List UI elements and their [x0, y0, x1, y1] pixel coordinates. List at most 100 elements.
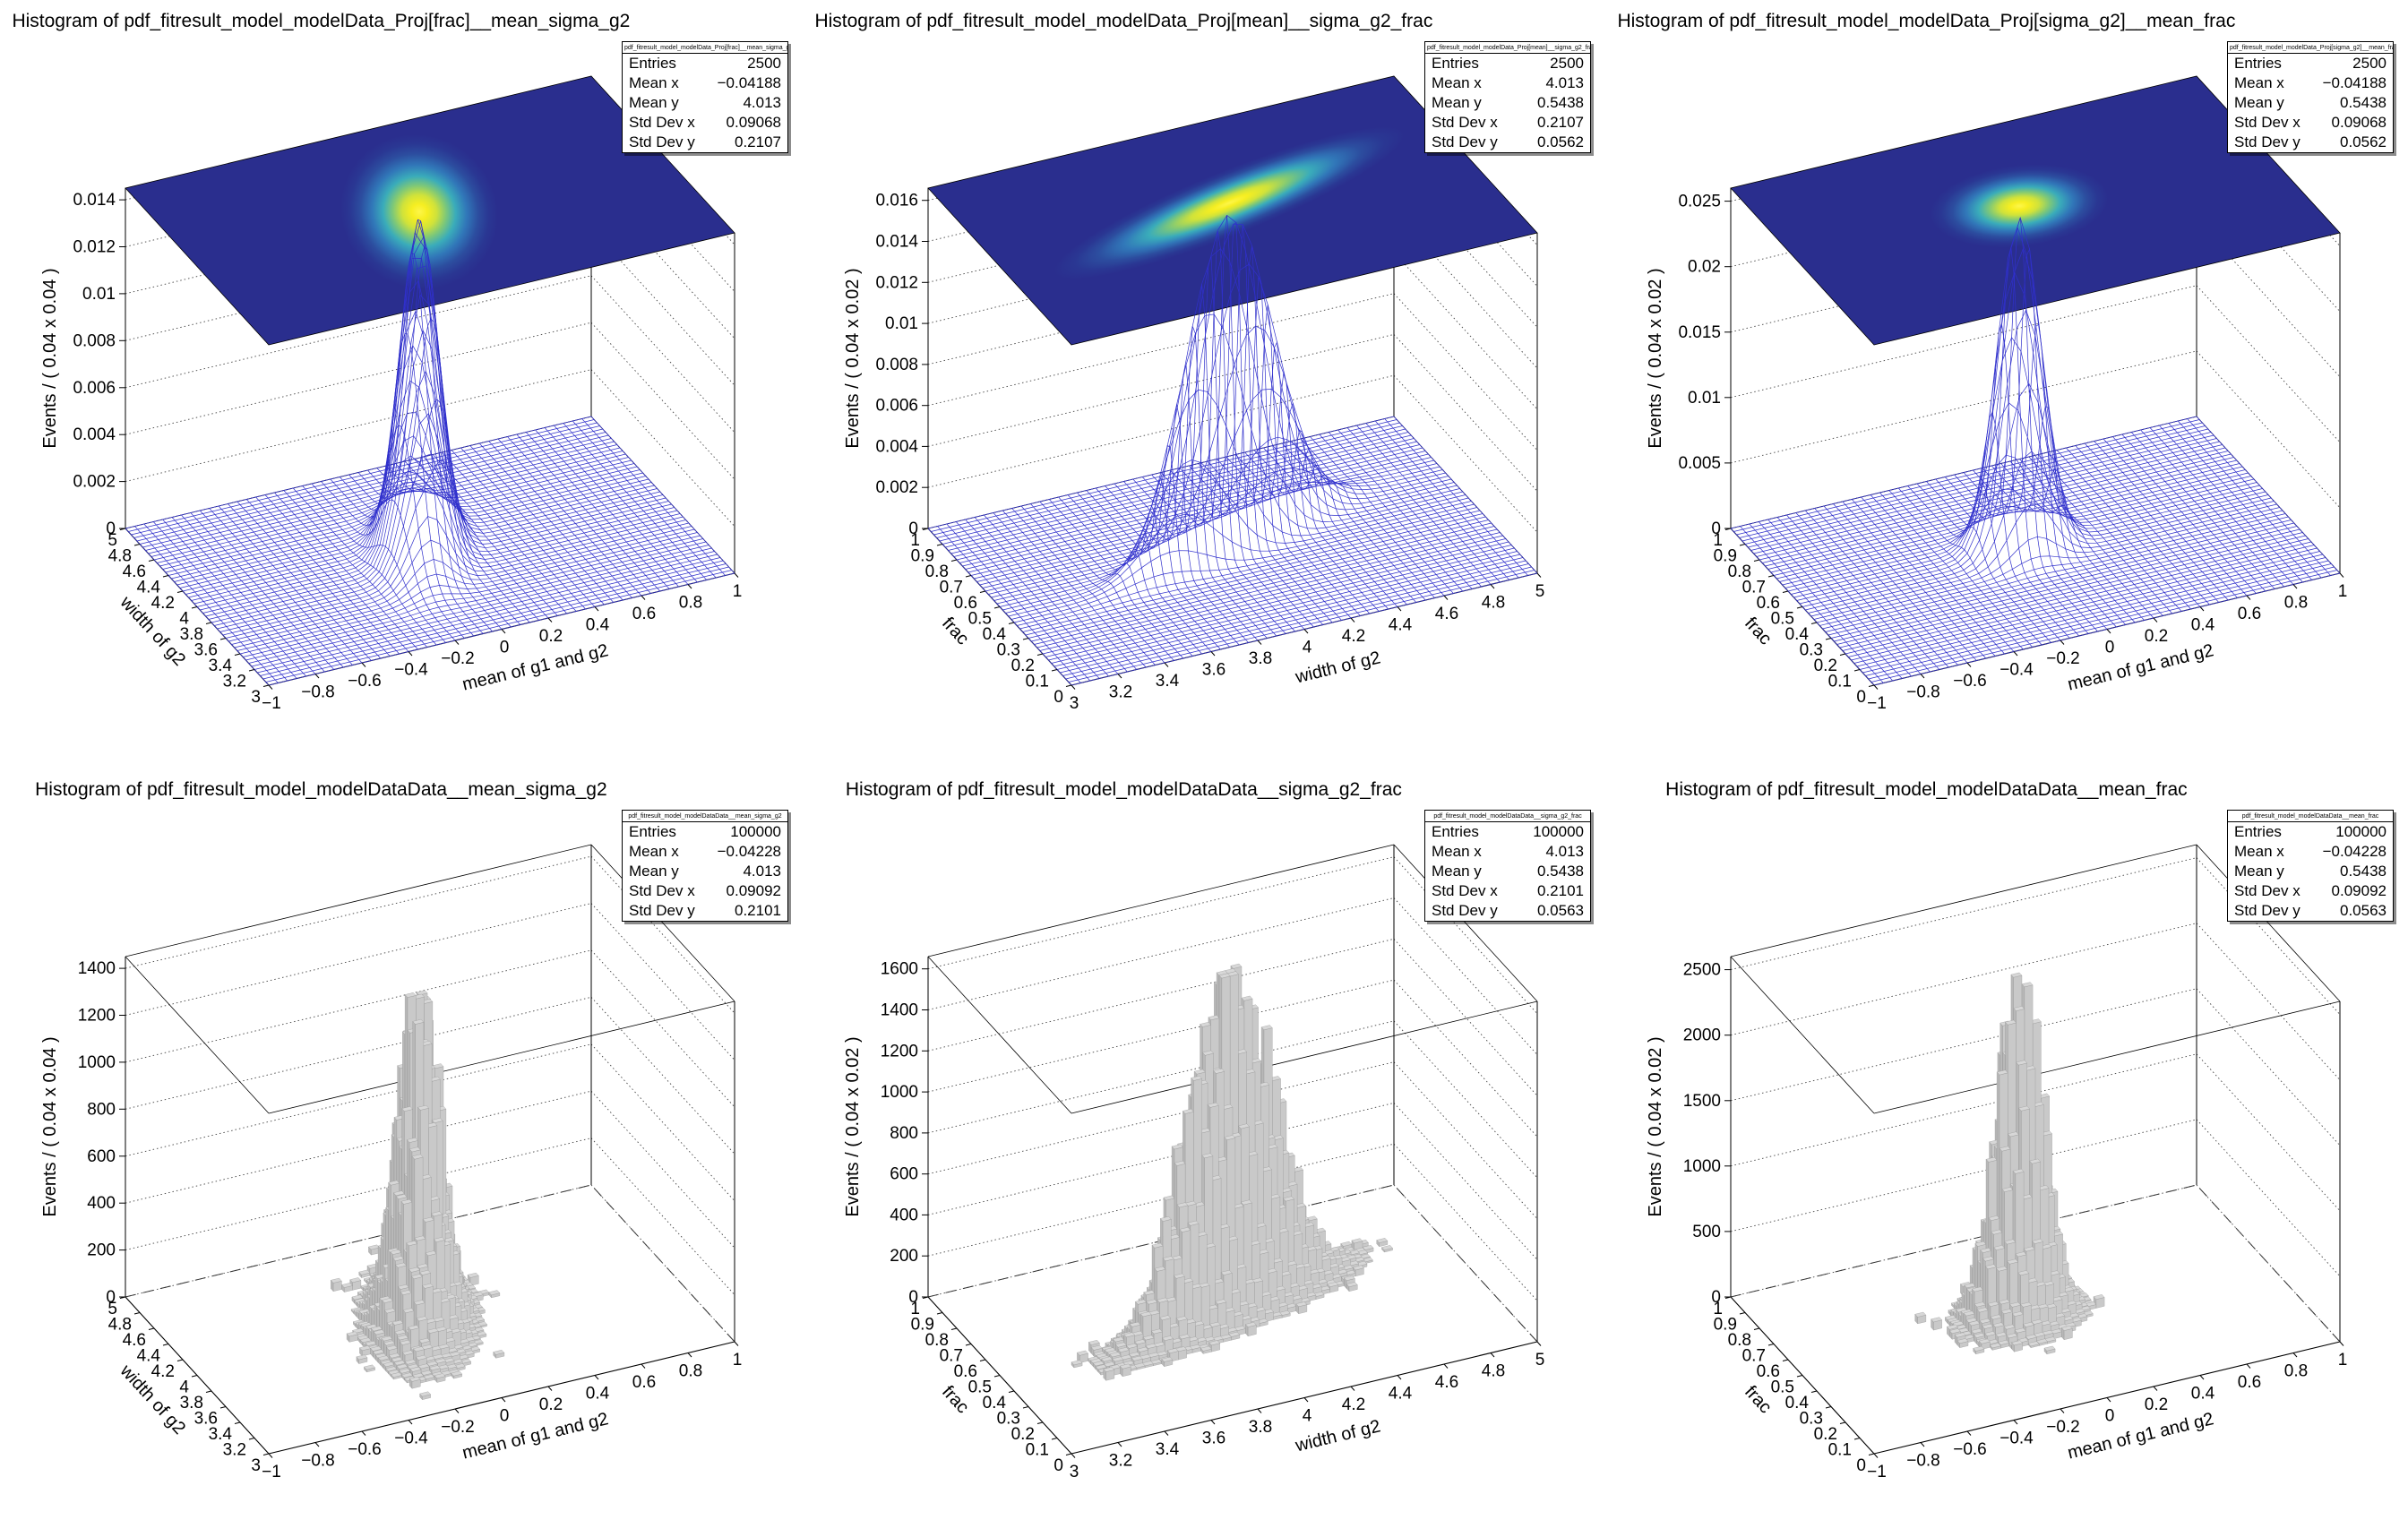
svg-text:3.2: 3.2 — [1109, 683, 1132, 702]
svg-text:0.4: 0.4 — [2191, 1385, 2215, 1404]
svg-text:0.008: 0.008 — [875, 356, 918, 374]
svg-text:1200: 1200 — [881, 1042, 918, 1060]
stat-label: Std Dev y — [1432, 902, 1498, 919]
stats-box: pdf_fitresult_model_modelDataData__mean_… — [622, 810, 788, 922]
svg-text:0.5: 0.5 — [968, 610, 992, 629]
svg-text:4: 4 — [1303, 639, 1312, 657]
stats-row: Entries 100000 — [1425, 822, 1590, 842]
stat-value: −0.04188 — [2322, 74, 2386, 91]
stats-row: Mean y 0.5438 — [2228, 862, 2393, 881]
stats-row: Entries 2500 — [1425, 54, 1590, 73]
stats-histogram-name: pdf_fitresult_model_modelDataData__mean_… — [623, 811, 787, 822]
svg-text:2000: 2000 — [1683, 1026, 1721, 1045]
plot-panel-1: Histogram of pdf_fitresult_model_modelDa… — [803, 0, 1605, 768]
surface-plot-3d: 3 3.2 3.4 3.6 3.8 4 4.2 4.4 4.6 4.8 5 0 0.10.20.30.4… — [843, 75, 1545, 713]
svg-text:0.012: 0.012 — [875, 273, 918, 292]
svg-text:1400: 1400 — [881, 1001, 918, 1020]
svg-text:−0.2: −0.2 — [2046, 649, 2080, 668]
svg-text:400: 400 — [87, 1194, 116, 1213]
stat-value: −0.04228 — [2322, 843, 2386, 860]
stat-label: Entries — [629, 55, 676, 72]
svg-text:−0.6: −0.6 — [1953, 672, 1987, 691]
stats-box: pdf_fitresult_model_modelDataData__sigma… — [1424, 810, 1591, 922]
svg-text:3: 3 — [1070, 1463, 1079, 1481]
svg-text:Events / ( 0.04 x 0.02 ): Events / ( 0.04 x 0.02 ) — [843, 268, 863, 448]
svg-text:0: 0 — [106, 1288, 116, 1307]
svg-text:4.6: 4.6 — [1435, 605, 1458, 623]
stat-label: Entries — [1432, 55, 1479, 72]
svg-text:3.4: 3.4 — [209, 657, 233, 675]
svg-text:500: 500 — [1692, 1223, 1721, 1241]
svg-text:0.8: 0.8 — [925, 1331, 949, 1350]
svg-text:0.002: 0.002 — [875, 478, 918, 497]
svg-text:−0.6: −0.6 — [1953, 1440, 1987, 1459]
svg-text:−0.6: −0.6 — [348, 672, 382, 691]
stats-histogram-name: pdf_fitresult_model_modelDataData__sigma… — [1425, 811, 1590, 822]
svg-text:1000: 1000 — [1683, 1157, 1721, 1176]
svg-text:0.7: 0.7 — [1742, 1347, 1766, 1366]
svg-text:3: 3 — [251, 1456, 261, 1475]
heatmap-plane — [125, 76, 735, 345]
svg-text:3.4: 3.4 — [209, 1425, 233, 1444]
svg-text:−0.4: −0.4 — [2000, 661, 2034, 680]
stats-row: Std Dev y 0.0563 — [1425, 901, 1590, 921]
svg-text:0.4: 0.4 — [1785, 625, 1810, 644]
svg-text:3.2: 3.2 — [223, 1441, 246, 1460]
stat-label: Mean x — [1432, 843, 1482, 860]
stat-value: 0.09092 — [726, 882, 781, 899]
svg-text:0.2: 0.2 — [2145, 627, 2168, 646]
svg-text:4: 4 — [1303, 1407, 1312, 1426]
stats-row: Entries 100000 — [623, 822, 787, 842]
svg-text:0.6: 0.6 — [632, 605, 656, 623]
svg-text:0.8: 0.8 — [1728, 562, 1751, 581]
stats-row: Entries 2500 — [623, 54, 787, 73]
svg-text:3.2: 3.2 — [1109, 1452, 1132, 1471]
lego-bars — [1071, 963, 1393, 1381]
svg-text:0.02: 0.02 — [1688, 258, 1721, 277]
svg-text:0.005: 0.005 — [1678, 454, 1721, 473]
svg-text:3.8: 3.8 — [1249, 649, 1272, 668]
stat-label: Entries — [2234, 55, 2282, 72]
svg-text:3: 3 — [1070, 694, 1079, 713]
stat-value: 0.0563 — [2340, 902, 2386, 919]
stats-row: Mean y 0.5438 — [1425, 93, 1590, 113]
stats-box: pdf_fitresult_model_modelData_Proj[sigma… — [2227, 41, 2394, 153]
svg-text:0.025: 0.025 — [1678, 193, 1721, 211]
plot-title: Histogram of pdf_fitresult_model_modelDa… — [35, 779, 607, 800]
stat-label: Std Dev y — [629, 133, 695, 150]
stats-row: Std Dev x 0.2101 — [1425, 881, 1590, 901]
svg-text:1200: 1200 — [78, 1007, 116, 1026]
stat-label: Mean y — [2234, 94, 2284, 111]
svg-text:−1: −1 — [262, 1463, 281, 1481]
svg-text:3.4: 3.4 — [1156, 1440, 1180, 1459]
svg-text:0.2: 0.2 — [1011, 657, 1035, 675]
stats-row: Std Dev x 0.09092 — [623, 881, 787, 901]
stat-value: 4.013 — [1545, 74, 1584, 91]
svg-text:0.2: 0.2 — [1814, 657, 1837, 675]
svg-text:−0.8: −0.8 — [1906, 1452, 1940, 1471]
plot-panel-4: Histogram of pdf_fitresult_model_modelDa… — [803, 768, 1605, 1537]
plot-panel-2: Histogram of pdf_fitresult_model_modelDa… — [1605, 0, 2408, 768]
svg-text:3.8: 3.8 — [1249, 1418, 1272, 1437]
stat-value: 0.5438 — [2340, 94, 2386, 111]
svg-text:−1: −1 — [1867, 694, 1887, 713]
svg-text:0: 0 — [1856, 688, 1866, 707]
svg-text:0.6: 0.6 — [632, 1373, 656, 1392]
stat-label: Mean y — [1432, 863, 1482, 880]
svg-text:1: 1 — [910, 531, 920, 550]
svg-text:1: 1 — [2338, 1351, 2348, 1370]
svg-text:0.3: 0.3 — [997, 641, 1020, 660]
svg-text:−0.4: −0.4 — [2000, 1430, 2034, 1448]
stats-row: Std Dev y 0.0563 — [2228, 901, 2393, 921]
lego-bars — [1914, 972, 2105, 1355]
stat-value: 0.5438 — [1537, 863, 1584, 880]
svg-text:−0.4: −0.4 — [394, 1430, 428, 1448]
surface-mesh — [1730, 216, 2341, 686]
stat-label: Mean y — [1432, 94, 1482, 111]
svg-text:5: 5 — [1535, 582, 1545, 601]
stat-value: −0.04228 — [717, 843, 781, 860]
svg-text:800: 800 — [890, 1124, 918, 1143]
svg-text:0.4: 0.4 — [983, 625, 1007, 644]
svg-text:0.6: 0.6 — [954, 594, 977, 613]
stat-label: Std Dev x — [2234, 882, 2300, 899]
